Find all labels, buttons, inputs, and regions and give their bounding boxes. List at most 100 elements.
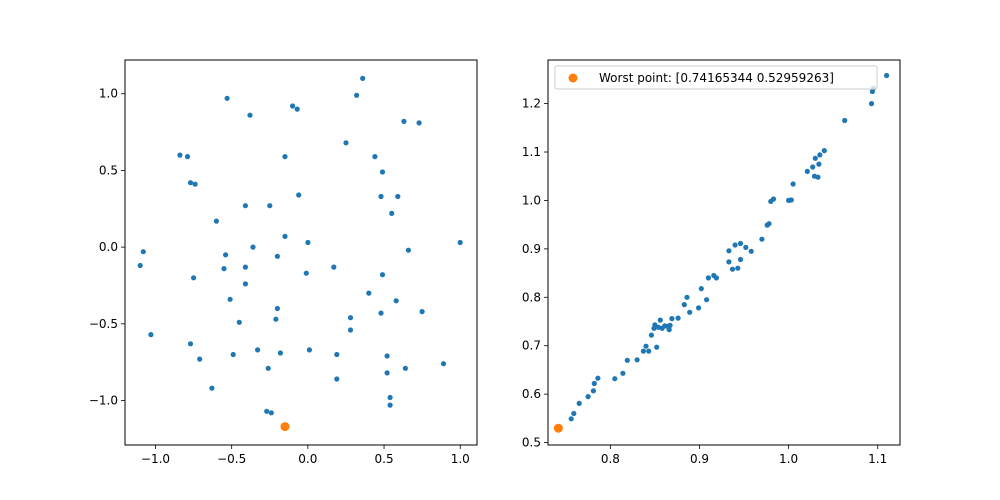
right-data-point-49 <box>770 196 777 202</box>
left-data-point-42 <box>274 305 280 312</box>
left-data-point-19 <box>242 203 248 209</box>
right-data-point-61 <box>842 117 848 124</box>
left-data-point-38 <box>242 281 248 287</box>
left-data-point-6 <box>401 118 407 124</box>
left-data-point-25 <box>457 239 463 246</box>
left-data-point-49 <box>148 332 154 338</box>
left-data-point-51 <box>255 347 261 353</box>
left-data-point-28 <box>405 247 411 253</box>
left-data-point-65 <box>387 402 393 408</box>
right-data-point-40 <box>735 265 741 271</box>
right-data-point-29 <box>687 309 693 315</box>
right-data-point-6 <box>595 375 601 381</box>
left-scatter-points <box>137 75 463 416</box>
right-data-point-7 <box>612 376 618 382</box>
right-data-point-47 <box>766 221 772 227</box>
right-legend: Worst point: [0.74165344 0.52959263] <box>554 65 878 90</box>
right-data-point-8 <box>620 370 626 376</box>
left-data-point-15 <box>192 181 198 187</box>
right-data-point-23 <box>666 327 672 333</box>
left-data-point-52 <box>306 347 312 353</box>
left-x-tick-label: −0.5 <box>217 452 246 466</box>
right-data-point-11 <box>640 348 647 354</box>
right-y-tick-label: 0.6 <box>522 387 541 401</box>
right-data-point-2 <box>576 400 582 406</box>
right-data-point-42 <box>737 240 744 247</box>
left-data-point-57 <box>197 356 203 362</box>
right-y-tick-label: 0.7 <box>522 339 541 353</box>
right-y-tick-label: 1.2 <box>522 97 541 111</box>
left-data-point-7 <box>416 120 422 126</box>
right-data-point-14 <box>648 332 655 338</box>
right-worst-point <box>553 423 563 433</box>
left-x-tick-label: 1.0 <box>451 452 470 466</box>
right-data-point-62 <box>868 101 875 107</box>
left-data-point-53 <box>277 350 283 356</box>
right-data-point-58 <box>816 161 822 167</box>
right-x-tick-label: 1.0 <box>779 452 798 466</box>
right-data-point-52 <box>790 181 796 187</box>
right-data-point-33 <box>705 275 712 281</box>
left-x-tick-label: 0.0 <box>298 452 317 466</box>
right-data-point-24 <box>667 322 673 328</box>
right-data-point-45 <box>759 236 765 242</box>
legend-worst-marker <box>568 73 578 83</box>
right-data-point-36 <box>726 259 732 265</box>
left-data-point-50 <box>187 341 194 347</box>
left-data-point-26 <box>250 244 256 250</box>
left-data-point-54 <box>230 351 236 358</box>
left-data-point-34 <box>331 264 337 270</box>
right-data-point-44 <box>748 248 754 254</box>
left-worst-point <box>280 422 290 432</box>
right-data-point-26 <box>675 315 681 321</box>
right-data-point-59 <box>817 152 823 158</box>
left-data-point-24 <box>305 239 311 246</box>
left-data-point-45 <box>236 319 242 325</box>
right-data-point-56 <box>812 155 818 161</box>
right-data-point-39 <box>732 242 738 248</box>
left-data-point-10 <box>184 154 191 160</box>
left-data-point-64 <box>387 394 393 401</box>
left-data-point-4 <box>294 106 300 112</box>
right-data-point-17 <box>654 344 660 350</box>
right-data-point-10 <box>634 357 640 363</box>
left-data-point-8 <box>343 140 349 146</box>
right-data-point-0 <box>568 416 574 422</box>
right-data-point-19 <box>657 317 663 323</box>
left-y-tick-label: 1.0 <box>99 87 118 101</box>
left-data-point-43 <box>378 310 384 316</box>
legend-worst-label: Worst point: [0.74165344 0.52959263] <box>599 71 834 85</box>
left-data-point-47 <box>347 315 354 321</box>
left-data-point-59 <box>265 365 271 371</box>
left-data-point-67 <box>268 410 274 416</box>
right-data-point-4 <box>590 388 597 394</box>
right-data-point-13 <box>646 348 652 354</box>
right-y-tick-label: 1.1 <box>522 145 541 159</box>
left-data-point-16 <box>296 192 302 198</box>
left-data-point-27 <box>140 249 146 255</box>
left-data-point-36 <box>379 272 386 278</box>
left-scatter-panel: −1.0 −0.5 0.0 0.5 1.0 −1.0 −0.5 0.0 0.5 1.0 <box>89 59 478 466</box>
right-x-tick-label: 0.9 <box>690 452 709 466</box>
right-y-tick-label: 0.8 <box>522 290 541 304</box>
right-y-tick-label: 1.0 <box>522 193 541 207</box>
left-y-axis: −1.0 −0.5 0.0 0.5 1.0 <box>89 87 125 408</box>
right-x-tick-label: 0.8 <box>601 452 620 466</box>
left-data-point-1 <box>354 92 360 98</box>
left-x-tick-label: −1.0 <box>141 452 170 466</box>
left-data-point-41 <box>393 298 399 304</box>
left-data-point-33 <box>242 264 248 270</box>
left-data-point-2 <box>224 95 230 101</box>
left-y-tick-label: −0.5 <box>89 317 118 331</box>
right-data-point-1 <box>571 410 577 417</box>
left-data-point-35 <box>303 270 309 276</box>
right-data-point-12 <box>643 343 649 349</box>
right-highlight-point <box>553 423 563 433</box>
left-data-point-13 <box>379 169 386 175</box>
legend-box <box>554 65 878 90</box>
right-data-point-30 <box>696 305 702 311</box>
left-data-point-11 <box>282 154 288 160</box>
right-data-point-38 <box>729 266 736 272</box>
left-data-point-58 <box>440 361 447 367</box>
